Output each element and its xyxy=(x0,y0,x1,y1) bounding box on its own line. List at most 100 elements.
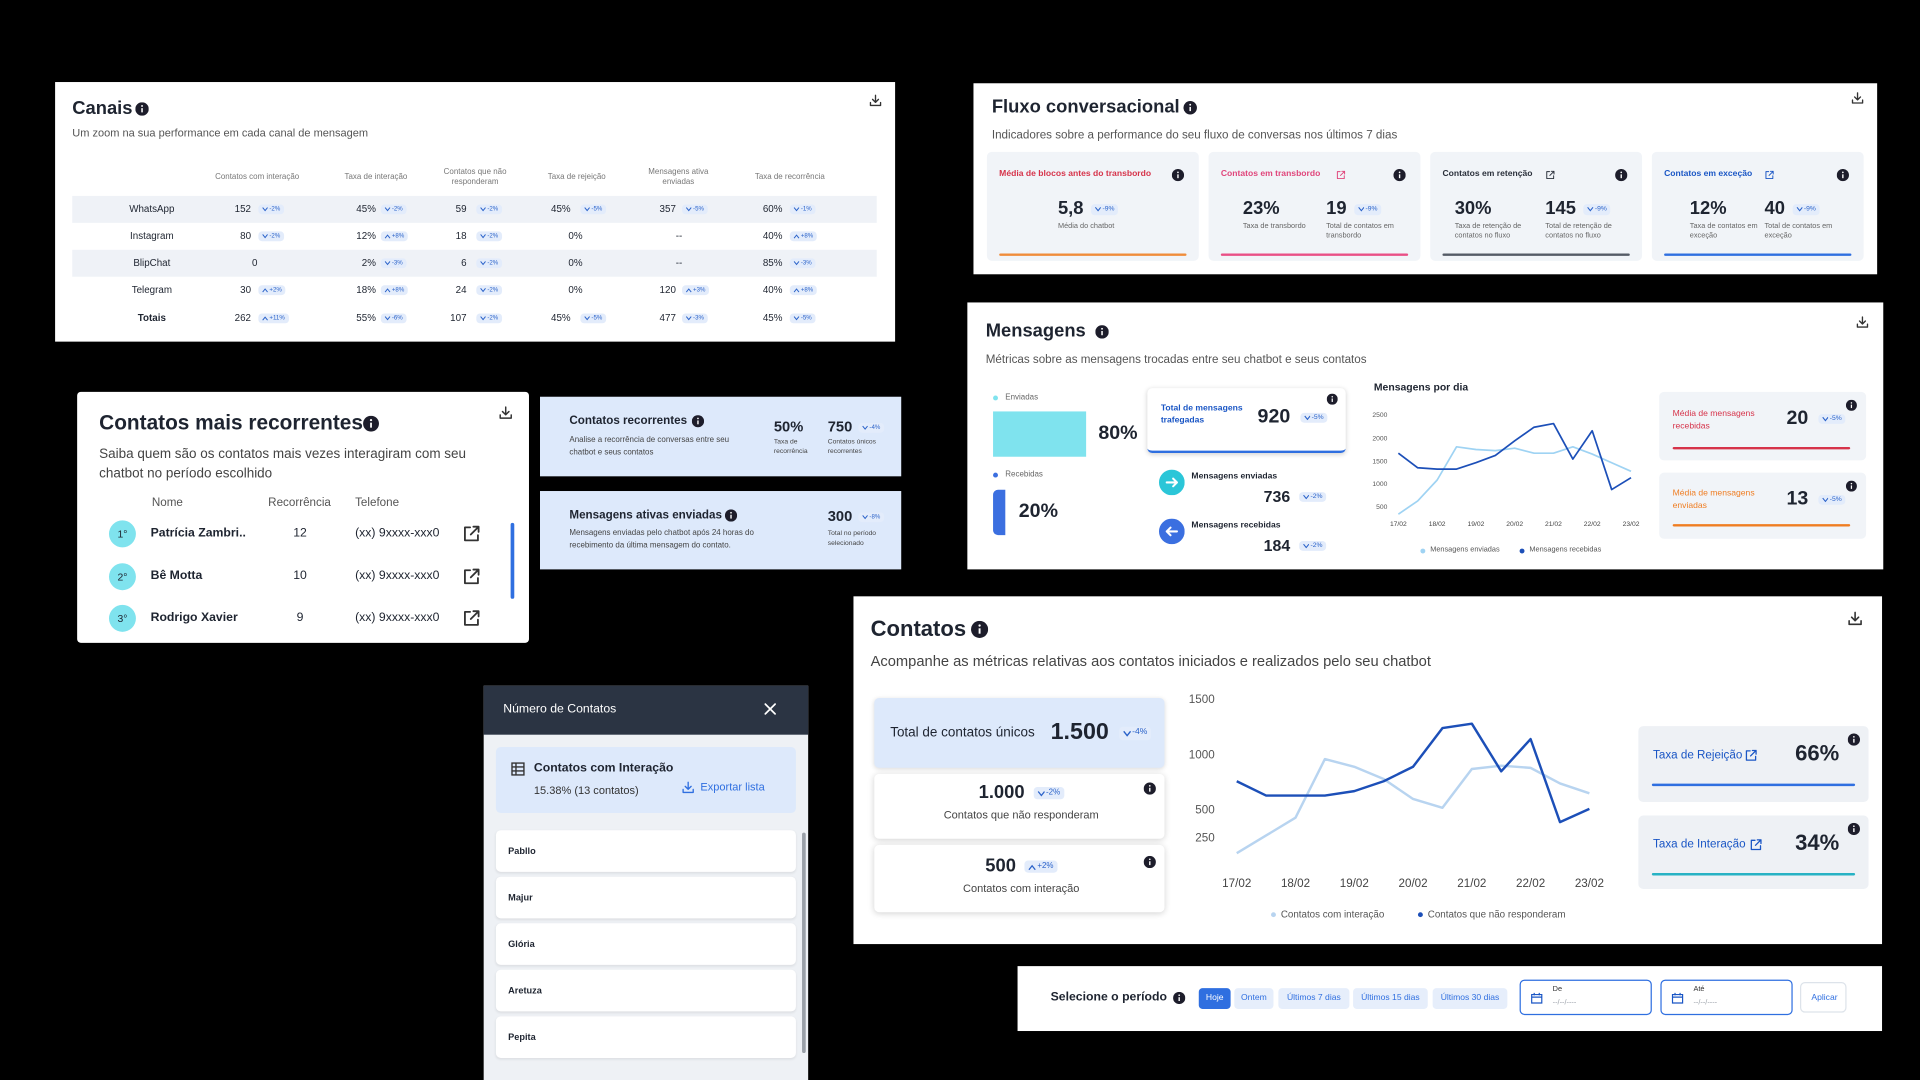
x-tick-label: 19/02 xyxy=(1339,877,1369,891)
row-name: WhatsApp xyxy=(129,203,175,215)
y-tick-label: 250 xyxy=(1195,831,1215,846)
chevron-line xyxy=(262,234,268,239)
open-link-button[interactable] xyxy=(1764,170,1775,181)
external-path xyxy=(464,568,480,585)
metric-value: 23% xyxy=(1242,198,1280,219)
y-tick-label: 500 xyxy=(1376,503,1388,512)
info-button[interactable] xyxy=(1143,855,1156,869)
delta-value: -3% xyxy=(800,259,812,267)
info-button[interactable] xyxy=(971,620,989,638)
period-option[interactable]: Ontem xyxy=(1234,988,1274,1009)
info-button[interactable] xyxy=(1845,399,1857,411)
period-option[interactable]: Hoje xyxy=(1198,988,1231,1009)
export-icon[interactable] xyxy=(681,781,694,794)
x-tick-label: 22/02 xyxy=(1583,521,1601,529)
delta-arrow xyxy=(793,261,800,266)
cell-value: 12% xyxy=(356,230,376,242)
x-tick-label: 21/02 xyxy=(1545,521,1562,529)
info-button[interactable] xyxy=(1326,393,1338,405)
chevron-line xyxy=(1822,497,1829,502)
info-button[interactable] xyxy=(1847,822,1860,836)
close-button[interactable] xyxy=(763,702,778,717)
delta-arrow xyxy=(384,288,391,293)
contact-phone: (xx) 9xxxx-xxx0 xyxy=(355,611,440,625)
download-button[interactable] xyxy=(869,94,882,107)
average-label: Média de mensagens recebidas xyxy=(1672,410,1755,432)
apply-label: Aplicar xyxy=(1811,993,1838,1003)
info-button[interactable] xyxy=(1393,168,1406,182)
delta-chevron xyxy=(480,207,486,212)
download-path xyxy=(682,781,694,794)
delta-chevron xyxy=(384,261,391,266)
open-contact-button[interactable] xyxy=(461,523,482,544)
info-glyph xyxy=(1095,325,1109,339)
open-link-button[interactable] xyxy=(1545,170,1556,181)
download-button[interactable] xyxy=(1851,91,1864,104)
open-link-button[interactable] xyxy=(1749,838,1764,853)
metric-row: 300 -8% xyxy=(828,508,885,525)
info-button[interactable] xyxy=(363,415,379,432)
info-button[interactable] xyxy=(1183,101,1197,115)
contact-item[interactable] xyxy=(495,876,796,919)
accent-line xyxy=(999,253,1187,256)
period-option-label: Ontem xyxy=(1241,993,1267,1003)
contact-item[interactable] xyxy=(495,923,796,965)
info-card xyxy=(540,491,902,570)
info-button[interactable] xyxy=(1171,168,1185,182)
open-contact-button[interactable] xyxy=(461,566,482,587)
info-button[interactable] xyxy=(691,415,705,428)
metric-row: 736 -2% xyxy=(1264,487,1327,506)
delta-value: -5% xyxy=(591,314,603,323)
delta-badge: +2% xyxy=(258,285,286,296)
info-button[interactable] xyxy=(1847,733,1860,746)
info-button[interactable] xyxy=(1615,168,1628,182)
contact-item[interactable] xyxy=(495,830,796,872)
info-button[interactable] xyxy=(724,509,738,522)
info-glyph xyxy=(1326,393,1338,405)
export-button[interactable]: Exportar lista xyxy=(700,780,765,793)
info-button[interactable] xyxy=(135,102,149,116)
delta-value: -2% xyxy=(269,205,281,214)
accent-line xyxy=(1651,783,1856,787)
download-button[interactable] xyxy=(1856,315,1869,328)
contact-item[interactable] xyxy=(495,969,796,1012)
info-button[interactable] xyxy=(1143,782,1156,795)
delta-badge: -4% xyxy=(1118,727,1152,740)
info-button[interactable] xyxy=(1095,325,1109,339)
delta-chevron xyxy=(1303,415,1311,420)
apply-button[interactable]: Aplicar xyxy=(1800,982,1847,1013)
period-option[interactable]: Últimos 30 dias xyxy=(1432,988,1508,1009)
metric-label: Contatos únicos recorrentes xyxy=(827,438,877,456)
download-button[interactable] xyxy=(498,405,513,420)
info-button[interactable] xyxy=(1836,168,1849,182)
delta-arrow xyxy=(480,261,486,266)
delta-arrow xyxy=(1822,416,1829,421)
metric-label: Total de retenção de contatos no fluxo xyxy=(1545,222,1612,241)
open-contact-button[interactable] xyxy=(461,608,482,629)
x-tick-label: 18/02 xyxy=(1428,521,1446,529)
contact-item[interactable] xyxy=(495,1016,796,1058)
rate-card xyxy=(1638,726,1869,803)
metric-value: 1.500 xyxy=(1050,719,1109,746)
x-tick-label: 20/02 xyxy=(1506,521,1524,529)
period-option[interactable]: Últimos 7 dias xyxy=(1278,988,1350,1009)
metric-value: 1.000 xyxy=(978,782,1025,803)
metric-row: 12% xyxy=(1690,199,1727,219)
open-link-button[interactable] xyxy=(1744,748,1759,763)
open-link-button[interactable] xyxy=(1335,170,1346,181)
download-button[interactable] xyxy=(1847,610,1863,626)
info-button[interactable] xyxy=(1173,991,1186,1005)
period-option[interactable]: Últimos 15 dias xyxy=(1353,988,1428,1009)
split-label: Recebidas xyxy=(1005,470,1043,479)
legend-label: Mensagens recebidas xyxy=(1529,546,1602,554)
metric-row: 30% xyxy=(1455,199,1492,219)
panel-subtitle: Indicadores sobre a performance do seu f… xyxy=(991,128,1398,143)
row-name: Instagram xyxy=(130,230,174,242)
metric-label: Total no período selecionado xyxy=(827,530,877,548)
delta-value: -8% xyxy=(869,513,881,521)
metric-value: 50% xyxy=(773,418,804,436)
chevron-line xyxy=(793,316,800,321)
info-button[interactable] xyxy=(1845,480,1857,492)
cell-value: 30 xyxy=(240,284,252,296)
message-arrow xyxy=(1165,526,1179,537)
